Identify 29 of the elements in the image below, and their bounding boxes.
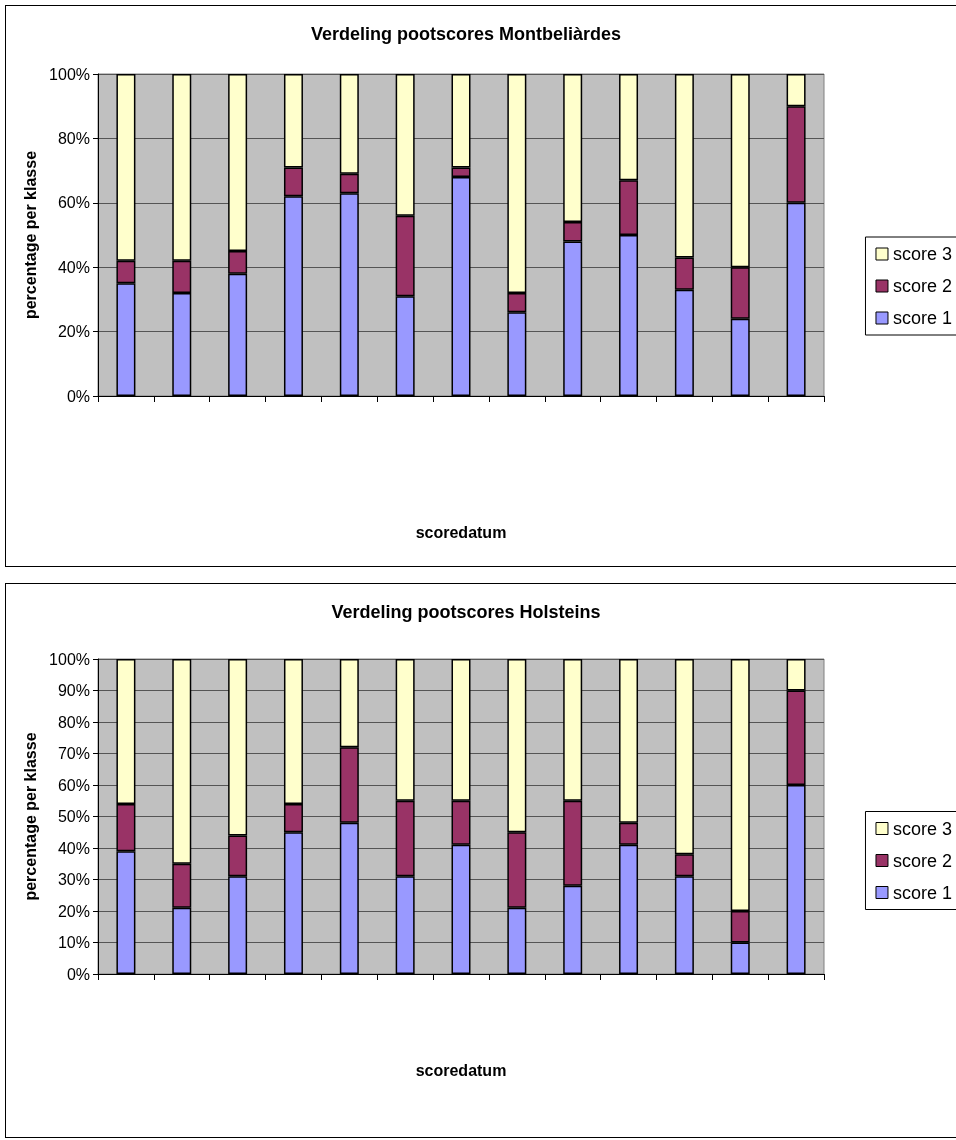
legend-label: score 2 xyxy=(892,850,952,871)
y-tick-label: 50% xyxy=(57,808,90,825)
legend-label: score 3 xyxy=(892,818,952,839)
y-tick-label: 80% xyxy=(57,713,90,731)
legend-label: score 1 xyxy=(892,882,952,903)
y-tick-label: 30% xyxy=(57,871,90,888)
y-tick-label: 80% xyxy=(57,129,90,147)
y-tick-label: 60% xyxy=(57,776,90,794)
y-axis-title: percentage per klasse xyxy=(21,732,39,901)
y-tick-label: 70% xyxy=(57,745,90,762)
y-tick-label: 0% xyxy=(66,387,90,405)
y-tick-label: 90% xyxy=(57,682,90,699)
x-axis-title: scoredatum xyxy=(415,1061,507,1079)
y-tick-label: 10% xyxy=(57,934,90,951)
legend-label: score 2 xyxy=(892,276,952,296)
legend-label: score 3 xyxy=(892,244,952,264)
y-tick-label: 0% xyxy=(66,965,90,983)
y-axis-title: percentage per klasse xyxy=(21,150,39,320)
y-tick-label: 20% xyxy=(57,323,90,341)
y-tick-label: 60% xyxy=(57,194,90,212)
chart-title: Verdeling pootscores Montbeliàrdes xyxy=(310,24,622,44)
y-tick-label: 20% xyxy=(57,902,90,920)
x-axis-title: scoredatum xyxy=(415,523,507,541)
y-tick-label: 100% xyxy=(49,650,90,668)
legend-label: score 1 xyxy=(892,308,952,328)
y-tick-label: 40% xyxy=(57,839,90,857)
chart-title: Verdeling pootscores Holsteins xyxy=(331,602,601,622)
y-tick-label: 40% xyxy=(57,258,90,276)
y-tick-label: 100% xyxy=(49,65,90,83)
